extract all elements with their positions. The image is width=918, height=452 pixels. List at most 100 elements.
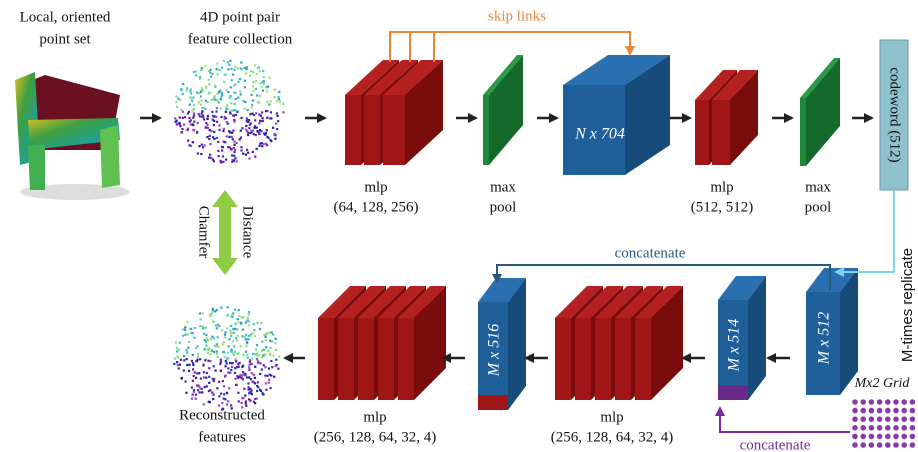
point bbox=[204, 107, 207, 110]
point bbox=[208, 156, 211, 159]
point bbox=[228, 63, 231, 66]
point bbox=[275, 122, 278, 125]
point bbox=[229, 329, 232, 332]
point bbox=[201, 146, 205, 149]
point bbox=[199, 358, 202, 361]
slab-front bbox=[800, 98, 806, 166]
point bbox=[196, 355, 200, 359]
point bbox=[262, 132, 266, 135]
point bbox=[198, 372, 201, 375]
point bbox=[235, 360, 238, 363]
point bbox=[189, 327, 192, 330]
point bbox=[188, 363, 191, 366]
point bbox=[220, 115, 223, 119]
point bbox=[188, 103, 191, 106]
point bbox=[233, 140, 236, 143]
point bbox=[259, 362, 262, 365]
point bbox=[174, 120, 177, 123]
point bbox=[261, 348, 264, 351]
point bbox=[191, 393, 194, 396]
point bbox=[219, 89, 222, 92]
point bbox=[230, 102, 233, 105]
point bbox=[245, 124, 248, 128]
point bbox=[254, 397, 257, 401]
point bbox=[191, 379, 195, 382]
point bbox=[213, 119, 216, 123]
point bbox=[237, 365, 240, 368]
point bbox=[199, 69, 202, 72]
grid-point bbox=[860, 425, 866, 431]
point bbox=[219, 306, 223, 309]
point bbox=[202, 376, 206, 379]
point bbox=[209, 338, 212, 341]
point bbox=[181, 116, 184, 119]
point bbox=[178, 123, 181, 126]
point bbox=[265, 333, 268, 336]
point bbox=[185, 89, 188, 92]
point bbox=[244, 338, 248, 341]
point bbox=[258, 101, 261, 104]
edge-label: concatenate bbox=[740, 437, 811, 452]
slab-front bbox=[712, 100, 730, 165]
point bbox=[180, 87, 183, 91]
point bbox=[258, 129, 262, 132]
point bbox=[255, 358, 259, 361]
point bbox=[186, 333, 190, 336]
grid-point bbox=[860, 433, 866, 440]
point bbox=[179, 358, 183, 361]
point bbox=[266, 110, 269, 113]
point bbox=[206, 114, 210, 117]
point bbox=[209, 68, 212, 71]
point bbox=[248, 310, 251, 314]
point bbox=[234, 377, 237, 380]
point bbox=[247, 313, 251, 316]
slab-front bbox=[555, 318, 571, 400]
grid-point bbox=[852, 407, 858, 414]
point bbox=[222, 127, 226, 130]
point bbox=[278, 90, 281, 93]
point bbox=[248, 368, 251, 371]
point bbox=[188, 116, 191, 120]
point bbox=[179, 125, 182, 128]
point bbox=[249, 399, 252, 402]
point bbox=[224, 73, 227, 76]
point bbox=[235, 383, 238, 386]
point bbox=[222, 385, 226, 388]
point bbox=[243, 86, 247, 89]
point bbox=[248, 398, 251, 401]
grid-point bbox=[893, 425, 899, 431]
grid-point bbox=[885, 407, 891, 414]
point bbox=[187, 139, 190, 142]
point bbox=[215, 98, 218, 101]
point bbox=[232, 109, 235, 112]
point bbox=[232, 114, 236, 117]
slab-top bbox=[615, 286, 663, 318]
point bbox=[182, 369, 185, 372]
point bbox=[205, 385, 209, 388]
point bbox=[225, 108, 228, 111]
point bbox=[200, 152, 203, 156]
point bbox=[265, 388, 268, 391]
grid-point bbox=[909, 433, 916, 440]
point bbox=[248, 157, 251, 160]
node-label: mlp bbox=[363, 409, 386, 425]
point bbox=[229, 371, 232, 374]
point bbox=[277, 367, 280, 370]
point bbox=[264, 339, 267, 342]
point bbox=[186, 127, 190, 130]
grid-point bbox=[885, 416, 891, 423]
point bbox=[216, 62, 219, 65]
point bbox=[252, 71, 255, 74]
point bbox=[188, 120, 191, 123]
point bbox=[187, 346, 190, 349]
point bbox=[225, 403, 229, 406]
point bbox=[253, 382, 257, 385]
point bbox=[247, 119, 251, 122]
point bbox=[175, 101, 178, 104]
point bbox=[265, 129, 268, 132]
node-label: (64, 128, 256) bbox=[334, 199, 419, 215]
point bbox=[249, 113, 252, 116]
point bbox=[202, 403, 205, 406]
grid-points bbox=[852, 399, 916, 448]
